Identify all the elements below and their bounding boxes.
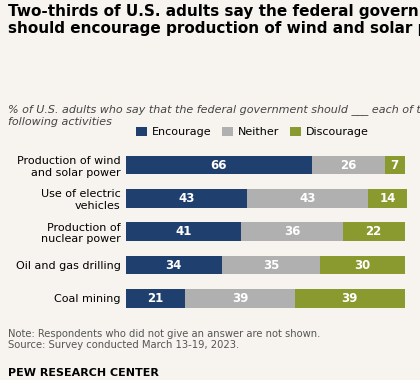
Text: Note: Respondents who did not give an answer are not shown.
Source: Survey condu: Note: Respondents who did not give an an… [8,329,321,350]
Bar [126,222,242,241]
Bar [185,289,295,308]
Text: 34: 34 [165,259,182,272]
Bar [126,156,312,174]
Bar [295,289,404,308]
Bar [312,156,385,174]
Text: 22: 22 [365,225,382,238]
Text: 26: 26 [340,158,357,172]
Text: 41: 41 [176,225,192,238]
Bar [241,222,343,241]
Text: 35: 35 [263,259,279,272]
Text: 43: 43 [178,192,195,205]
Legend: Encourage, Neither, Discourage: Encourage, Neither, Discourage [131,122,373,142]
Bar [126,256,222,274]
Text: 30: 30 [354,259,370,272]
Text: 36: 36 [284,225,300,238]
Bar [343,222,404,241]
Bar [222,256,320,274]
Text: 14: 14 [380,192,396,205]
Bar [385,156,404,174]
Text: PEW RESEARCH CENTER: PEW RESEARCH CENTER [8,368,159,378]
Text: 39: 39 [232,292,248,305]
Bar [126,289,185,308]
Text: 39: 39 [341,292,358,305]
Text: Two-thirds of U.S. adults say the federal government
should encourage production: Two-thirds of U.S. adults say the federa… [8,4,420,36]
Bar [247,189,368,208]
Bar [368,189,407,208]
Text: % of U.S. adults who say that the federal government should ___ each of the
foll: % of U.S. adults who say that the federa… [8,105,420,127]
Text: 43: 43 [299,192,316,205]
Bar [320,256,404,274]
Bar [126,189,247,208]
Text: 7: 7 [391,158,399,172]
Text: 21: 21 [147,292,164,305]
Text: 66: 66 [210,158,227,172]
